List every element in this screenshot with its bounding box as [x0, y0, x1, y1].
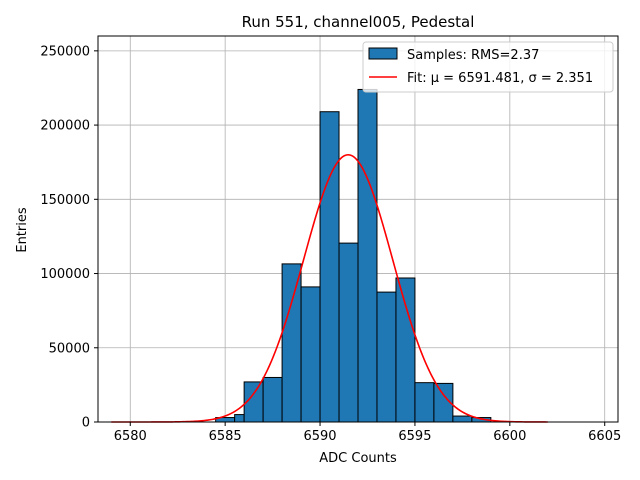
- histogram-bar-6: [319, 111, 340, 423]
- y-tick-label-0: 0: [82, 416, 90, 431]
- histogram-bar-3: [262, 376, 283, 423]
- y-tick-label-2: 100000: [40, 267, 90, 282]
- x-axis-label: ADC Counts: [319, 451, 397, 466]
- histogram-bar-5: [300, 286, 321, 423]
- x-tick-label-0: 6580: [114, 429, 147, 444]
- x-tick-label-1: 6585: [209, 429, 242, 444]
- histogram-bar-11: [414, 382, 435, 423]
- axis-ticks: 6580 6585 6590 6595 6600 6605 0 50000 100000 1500…: [40, 44, 621, 444]
- y-tick-label-5: 250000: [40, 44, 90, 59]
- legend: Samples: RMS=2.37 Fit: μ = 6591.481, σ =…: [362, 41, 614, 93]
- chart-title: Run 551, channel005, Pedestal: [242, 13, 475, 31]
- histogram-bars: [215, 88, 492, 423]
- legend-label-fit: Fit: μ = 6591.481, σ = 2.351: [407, 71, 593, 86]
- histogram-bar-7: [338, 242, 359, 423]
- y-axis-label: Entries: [15, 207, 30, 253]
- legend-box: [362, 41, 614, 93]
- histogram-bar-4: [281, 263, 302, 423]
- y-tick-label-1: 50000: [49, 341, 90, 356]
- histogram-bar-10: [395, 277, 416, 423]
- histogram-bar-9: [376, 291, 397, 423]
- x-tick-label-2: 6590: [303, 429, 336, 444]
- x-tick-label-5: 6605: [588, 429, 621, 444]
- histogram-bar-1: [234, 414, 245, 423]
- legend-bar-swatch: [368, 47, 398, 60]
- axes-frame: [97, 35, 619, 423]
- x-tick-label-3: 6595: [398, 429, 431, 444]
- legend-label-samples: Samples: RMS=2.37: [407, 48, 539, 63]
- x-tick-label-4: 6600: [493, 429, 526, 444]
- histogram-bar-8: [357, 88, 378, 423]
- histogram-bar-13: [452, 415, 473, 423]
- y-tick-label-4: 200000: [40, 119, 90, 134]
- y-tick-label-3: 150000: [40, 193, 90, 208]
